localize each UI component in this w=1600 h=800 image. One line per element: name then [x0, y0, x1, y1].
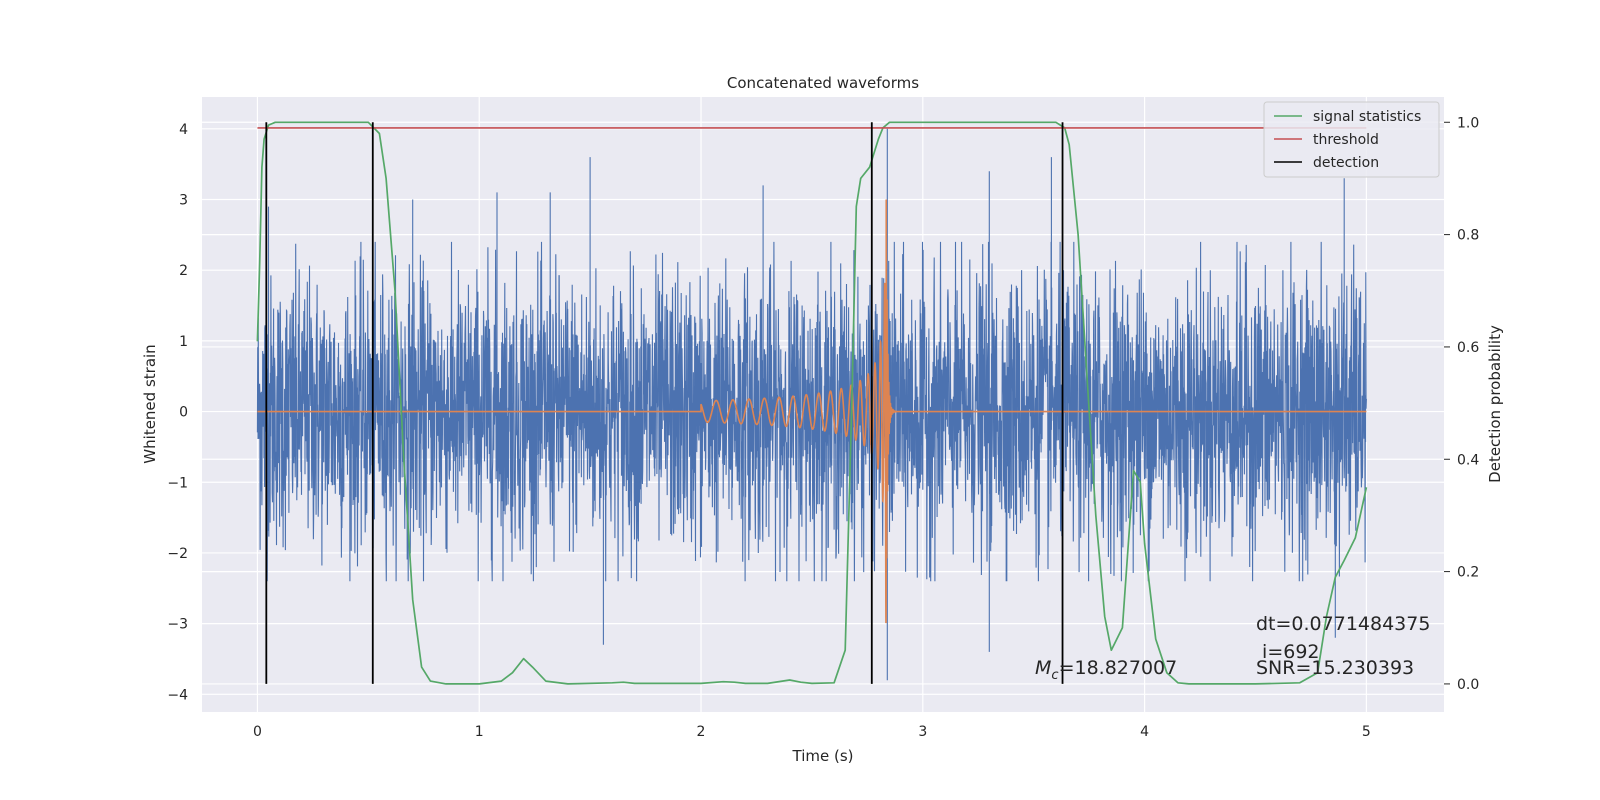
- x-tick-label: 5: [1362, 724, 1371, 740]
- x-axis-label: Time (s): [792, 747, 854, 765]
- legend-box: [1263, 101, 1440, 178]
- series-layer: [256, 121, 1368, 685]
- y-tick-label: 0: [179, 405, 188, 421]
- annotations: Mc=18.827007 dt=0.0771484375 i=692 SNR=1…: [1035, 613, 1430, 683]
- x-tick-label: 3: [918, 724, 927, 740]
- legend: signal statistics threshold detection: [1263, 101, 1440, 178]
- legend-detection-label: detection: [1313, 155, 1379, 171]
- y2-tick-label: 1.0: [1457, 115, 1479, 131]
- index-annotation: i=692: [1256, 641, 1320, 663]
- y-tick-label: 3: [179, 193, 188, 209]
- x-tick-label: 4: [1140, 724, 1149, 740]
- y2-tick-label: 0.2: [1457, 565, 1479, 581]
- x-tick-label: 1: [475, 724, 484, 740]
- chart-title: Concatenated waveforms: [727, 74, 919, 92]
- signal-statistics-line: [256, 121, 1368, 685]
- y2-tick-label: 0.6: [1457, 340, 1479, 356]
- axes: 0 1 2 3 4 5 −4 −3 −2 −1 0 1 2 3 4 0.0 0.2 0.4 0.6 0.8 1.0: [167, 115, 1479, 740]
- legend-threshold-label: threshold: [1313, 132, 1379, 148]
- y-tick-label: −2: [167, 546, 188, 562]
- y2-tick-label: 0.4: [1457, 452, 1479, 468]
- y2-tick-label: 0.0: [1457, 677, 1479, 693]
- y-tick-label: 2: [179, 263, 188, 279]
- x-tick-label: 2: [697, 724, 706, 740]
- y2-tick-label: 0.8: [1457, 228, 1479, 244]
- y2-axis-label: Detection probability: [1486, 325, 1504, 483]
- y-tick-label: −3: [167, 617, 188, 633]
- waveform-line: [257, 199, 1367, 624]
- y-tick-label: −4: [167, 687, 188, 703]
- legend-signal-statistics-label: signal statistics: [1313, 109, 1421, 125]
- noise-strain-line: [256, 128, 1367, 681]
- mc-annotation: Mc=18.827007: [1035, 657, 1177, 683]
- snr-annotation: SNR=15.230393: [1256, 657, 1414, 679]
- y-axis-label: Whitened strain: [141, 344, 159, 463]
- x-tick-label: 0: [253, 724, 262, 740]
- dt-annotation: dt=0.0771484375: [1256, 613, 1430, 635]
- y-tick-label: 1: [179, 334, 188, 350]
- y-tick-label: −1: [167, 475, 188, 491]
- y-tick-label: 4: [179, 122, 188, 138]
